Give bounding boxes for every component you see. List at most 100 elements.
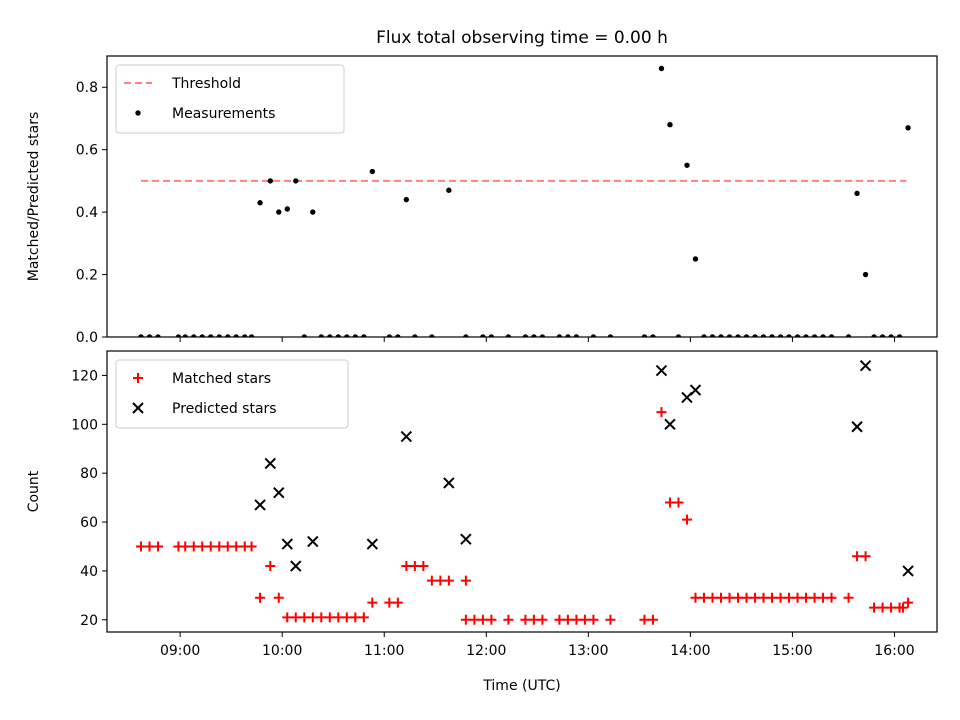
matched-stars-point <box>144 541 155 552</box>
matched-stars-point <box>418 561 429 572</box>
matched-stars-point <box>290 612 301 623</box>
measurements-point <box>658 65 665 72</box>
matched-stars-point <box>341 612 352 623</box>
matched-stars-point <box>443 575 454 586</box>
matched-stars-point <box>333 612 344 623</box>
matched-stars-point <box>384 597 395 608</box>
predicted-stars-point <box>290 560 302 572</box>
x-axis-label: Time (UTC) <box>482 678 560 694</box>
measurements-point <box>327 334 333 337</box>
matched-stars-point <box>460 575 471 586</box>
legend-label: Measurements <box>172 106 275 122</box>
measurements-point <box>794 334 801 337</box>
axes-frame <box>106 55 938 338</box>
y-tick-label: 0.6 <box>76 143 98 159</box>
matched-stars-point <box>690 592 701 603</box>
measurements-point <box>216 334 222 337</box>
predicted-stars-point <box>443 477 455 489</box>
matched-stars-point <box>324 612 335 623</box>
matched-stars-point <box>316 612 327 623</box>
x-tick-label: 14:00 <box>670 643 710 659</box>
measurements-point <box>531 334 537 337</box>
measurements-point <box>191 334 197 337</box>
legend-label: Predicted stars <box>172 401 277 417</box>
measurements-point <box>175 334 182 337</box>
measurements-point <box>352 334 359 337</box>
measurements-point <box>233 334 239 337</box>
matched-stars-point <box>205 541 216 552</box>
matched-stars-point <box>231 541 242 552</box>
legend-box <box>115 64 345 134</box>
measurements-point <box>242 334 248 337</box>
measurements-point <box>403 196 410 203</box>
matched-stars-point <box>818 592 829 603</box>
y-tick-label: 40 <box>80 564 98 580</box>
measurements-point <box>463 334 469 337</box>
measurements-point <box>854 190 860 197</box>
matched-stars-point <box>801 592 812 603</box>
measurements-point <box>896 334 903 337</box>
matched-stars-point <box>299 612 310 623</box>
measurements-point <box>267 178 273 184</box>
y-tick-label: 120 <box>71 368 98 384</box>
matched-stars-point <box>222 541 233 552</box>
matched-stars-point <box>426 575 437 586</box>
predicted-stars-point <box>366 538 379 550</box>
matched-stars-point <box>214 541 225 552</box>
measurements-point <box>556 334 563 337</box>
measurements-point <box>573 334 580 337</box>
matched-stars-point <box>673 497 684 508</box>
measurements-point <box>684 162 690 168</box>
matched-stars-point <box>792 592 803 603</box>
measurements-point <box>539 334 546 337</box>
matched-stars-point <box>826 592 837 603</box>
matched-stars-point <box>477 614 488 625</box>
measurements-point <box>760 334 767 337</box>
matched-stars-point <box>367 597 378 608</box>
matched-stars-point <box>282 612 293 623</box>
measurements-point <box>369 168 376 175</box>
matched-stars-point <box>656 407 667 418</box>
matched-stars-point <box>265 561 276 572</box>
matched-stars-point <box>136 541 147 552</box>
matched-stars-point <box>401 561 412 572</box>
matched-stars-point <box>707 592 718 603</box>
matched-stars-point <box>664 497 675 508</box>
measurements-point <box>641 334 648 337</box>
matched-stars-point <box>460 614 471 625</box>
matched-stars-point <box>469 614 480 625</box>
measurements-point <box>675 334 682 337</box>
predicted-stars-point <box>264 457 276 470</box>
measurements-point <box>811 334 818 337</box>
predicted-stars-point <box>859 359 872 372</box>
measurements-point <box>692 256 699 262</box>
y-tick-label: 100 <box>71 417 98 433</box>
measurements-point <box>752 334 758 337</box>
predicted-stars-point <box>460 533 472 545</box>
measurements-point <box>565 334 571 337</box>
matched-stars-point <box>350 612 361 623</box>
measurements-point <box>488 334 495 337</box>
matched-stars-point <box>358 612 369 623</box>
measurements-point <box>199 334 205 337</box>
matched-stars-point <box>435 575 446 586</box>
axes-frame <box>106 350 938 633</box>
plot-area <box>136 359 914 625</box>
x-tick-label: 13:00 <box>568 643 608 659</box>
matched-stars-point <box>503 614 514 625</box>
matched-stars-point <box>639 614 650 625</box>
measurements-point <box>701 334 707 337</box>
measurements-point <box>777 334 784 337</box>
matched-stars-point <box>852 551 863 562</box>
matched-stars-point <box>750 592 761 603</box>
legend-marker-swatch <box>132 402 144 414</box>
measurements-point <box>344 334 350 337</box>
measurements-point <box>888 334 894 337</box>
y-tick-label: 0.8 <box>76 80 98 96</box>
measurements-point <box>650 334 656 337</box>
measurements-point <box>590 334 597 337</box>
measurements-point <box>412 334 418 337</box>
matched-stars-point <box>180 541 191 552</box>
matched-stars-point <box>767 592 778 603</box>
measurements-point <box>310 209 316 215</box>
